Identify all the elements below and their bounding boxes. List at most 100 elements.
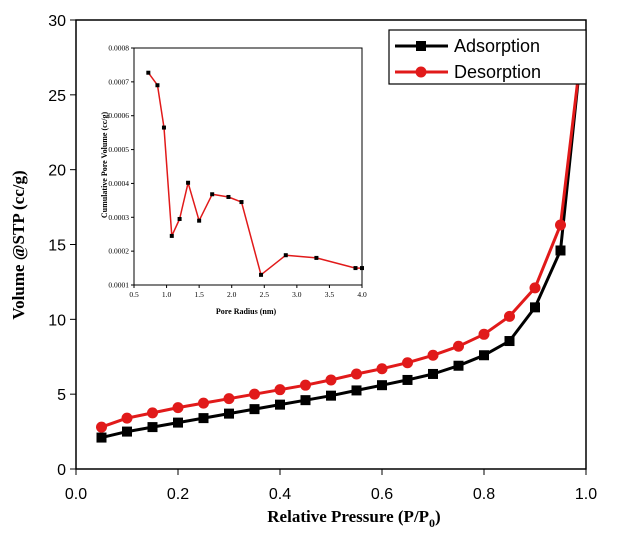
main-desorption-point — [529, 282, 541, 294]
inset-series-0-point — [259, 272, 264, 277]
main-adsorption-point — [555, 245, 566, 256]
main-adsorption-point — [377, 380, 387, 391]
inset-y-axis-title: Cumulative Pore Volume (cc/g) — [100, 112, 109, 219]
inset-series-0-point — [155, 83, 160, 88]
main-desorption-point — [453, 340, 464, 352]
legend-item-desorption: Desorption — [395, 62, 541, 82]
inset-y-tick-label: 0.0001 — [108, 281, 129, 290]
legend-item-adsorption: Adsorption — [395, 36, 540, 56]
main-adsorption-point — [453, 360, 464, 371]
main-x-tick-label: 0.6 — [371, 486, 393, 503]
inset-x-tick-label: 4.0 — [357, 290, 367, 299]
main-y-tick-label: 5 — [57, 387, 66, 404]
inset-y-tick-label: 0.0004 — [108, 179, 129, 188]
main-y-tick-label: 15 — [48, 238, 66, 255]
main-y-tick-label: 25 — [48, 88, 66, 105]
inset-series-0-point — [210, 192, 215, 197]
main-desorption-point — [198, 397, 209, 409]
inset-x-tick-label: 3.5 — [325, 290, 335, 299]
legend: Adsorption Desorption — [388, 29, 587, 85]
legend-marker-adsorption — [416, 41, 426, 51]
inset-x-axis: 0.5 1.0 1.5 2.0 2.5 3.0 3.5 4.0 — [129, 285, 367, 299]
inset-x-tick-label: 2.5 — [260, 290, 270, 299]
main-desorption-point — [172, 402, 184, 414]
main-desorption-point — [274, 384, 286, 396]
inset-y-tick-label: 0.0007 — [108, 77, 129, 86]
main-x-tick-label: 0.4 — [269, 486, 291, 503]
main-adsorption-point — [351, 385, 362, 396]
main-desorption-point — [147, 407, 158, 419]
inset-x-tick-label: 1.5 — [194, 290, 204, 299]
main-adsorption-point — [224, 408, 234, 419]
main-desorption-point — [249, 388, 260, 400]
main-adsorption-point — [402, 374, 413, 385]
inset-series-0-point — [239, 200, 244, 205]
inset-series-0-point — [186, 180, 191, 185]
main-desorption-point — [504, 310, 515, 322]
main-x-tick-label: 1.0 — [575, 486, 597, 503]
main-desorption-point — [555, 219, 566, 231]
inset-series-0-point — [226, 194, 231, 199]
main-y-axis-title: Volume @STP (cc/g) — [9, 170, 28, 319]
inset-series-0-point — [197, 218, 202, 223]
main-adsorption-point — [96, 432, 107, 443]
main-adsorption-point — [479, 350, 489, 361]
inset-series-0-point — [314, 255, 319, 260]
main-desorption-point — [351, 368, 362, 380]
inset-x-tick-label: 0.5 — [129, 290, 139, 299]
main-desorption-point — [325, 374, 337, 386]
main-y-tick-label: 20 — [48, 163, 66, 180]
inset-x-tick-label: 3.0 — [292, 290, 302, 299]
main-desorption-point — [376, 363, 388, 375]
legend-marker-desorption — [415, 66, 427, 78]
main-adsorption-point — [147, 422, 158, 433]
main-adsorption-point — [122, 426, 132, 437]
main-desorption-point — [427, 349, 439, 361]
inset-y-tick-label: 0.0002 — [108, 247, 129, 256]
inset-series-0-point — [283, 253, 288, 258]
main-x-tick-label: 0.2 — [167, 486, 189, 503]
main-x-tick-label: 0.0 — [65, 486, 87, 503]
inset-y-tick-label: 0.0005 — [108, 145, 129, 154]
inset-chart: 0.5 1.0 1.5 2.0 2.5 3.0 3.5 4.0 0.00010.00020.0… — [100, 44, 367, 317]
inset-series-0-point — [146, 70, 151, 75]
inset-y-axis: 0.0001 0.0002 0.0003 0.0004 0.0005 0.0006 0.00… — [108, 44, 134, 290]
main-adsorption-point — [275, 399, 285, 410]
main-x-axis: 0.0 0.2 0.4 0.6 0.8 1.0 — [65, 469, 597, 503]
inset-series-0-point — [177, 216, 182, 221]
main-y-tick-label: 30 — [48, 13, 66, 30]
inset-x-tick-label: 1.0 — [162, 290, 172, 299]
main-desorption-point — [121, 412, 133, 424]
main-adsorption-point — [249, 404, 260, 415]
legend-label-adsorption: Adsorption — [454, 36, 540, 56]
inset-series-group — [146, 70, 364, 277]
main-adsorption-point — [530, 302, 540, 313]
main-x-axis-title: Relative Pressure (P/P0) — [267, 507, 440, 530]
legend-label-desorption: Desorption — [454, 62, 541, 82]
inset-series-0-point — [353, 266, 358, 271]
main-adsorption-point — [300, 395, 311, 406]
main-adsorption-point — [198, 413, 209, 424]
inset-x-tick-label: 2.0 — [227, 290, 237, 299]
main-adsorption-point — [428, 368, 438, 379]
inset-series-0-point — [169, 233, 174, 238]
inset-y-tick-label: 0.0008 — [108, 44, 129, 53]
main-y-axis: 0 5 10 15 20 25 30 — [48, 13, 76, 479]
main-desorption-point — [478, 328, 490, 340]
inset-y-tick-label: 0.0006 — [108, 111, 129, 120]
main-desorption-point — [96, 421, 107, 433]
main-adsorption-point — [326, 390, 336, 401]
inset-x-axis-title: Pore Radius (nm) — [216, 307, 277, 316]
main-desorption-point — [402, 357, 413, 369]
main-desorption-point — [300, 379, 311, 391]
main-adsorption-point — [173, 417, 183, 428]
main-adsorption-point — [504, 336, 515, 347]
main-y-tick-label: 10 — [48, 312, 66, 329]
main-y-tick-label: 0 — [57, 462, 66, 479]
main-x-tick-label: 0.8 — [473, 486, 495, 503]
inset-series-0-point — [360, 266, 364, 271]
main-desorption-point — [223, 393, 235, 405]
inset-plot-frame — [133, 47, 363, 286]
inset-y-tick-label: 0.0003 — [108, 213, 129, 222]
